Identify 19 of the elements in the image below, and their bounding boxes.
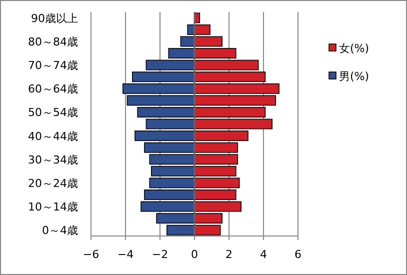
x-tick-label: 0	[191, 248, 198, 261]
x-tick-label: −6	[82, 248, 100, 261]
y-tick-label: 80～84歳	[28, 35, 78, 48]
y-tick-label: 10～14歳	[28, 200, 78, 214]
legend-label: 男(%)	[339, 70, 370, 83]
x-tick-label: −2	[152, 248, 168, 261]
y-tick-label: 60～64歳	[28, 82, 78, 96]
legend-label: 女(%)	[339, 42, 370, 55]
y-tick-label: 90歳以上	[31, 12, 78, 25]
x-tick-label: 6	[294, 248, 302, 261]
y-tick-label: 70～74歳	[28, 59, 78, 72]
x-tick-label: −4	[117, 248, 134, 261]
y-tick-label: 20～24歳	[28, 176, 78, 190]
y-tick-label: 50～54歳	[28, 106, 78, 120]
y-tick-label: 30～34歳	[28, 153, 78, 166]
x-tick-label: 4	[260, 248, 267, 261]
x-tick-label: 2	[226, 248, 232, 261]
y-tick-label: 40～44歳	[28, 130, 78, 143]
y-tick-label: 0～4歳	[42, 224, 78, 238]
